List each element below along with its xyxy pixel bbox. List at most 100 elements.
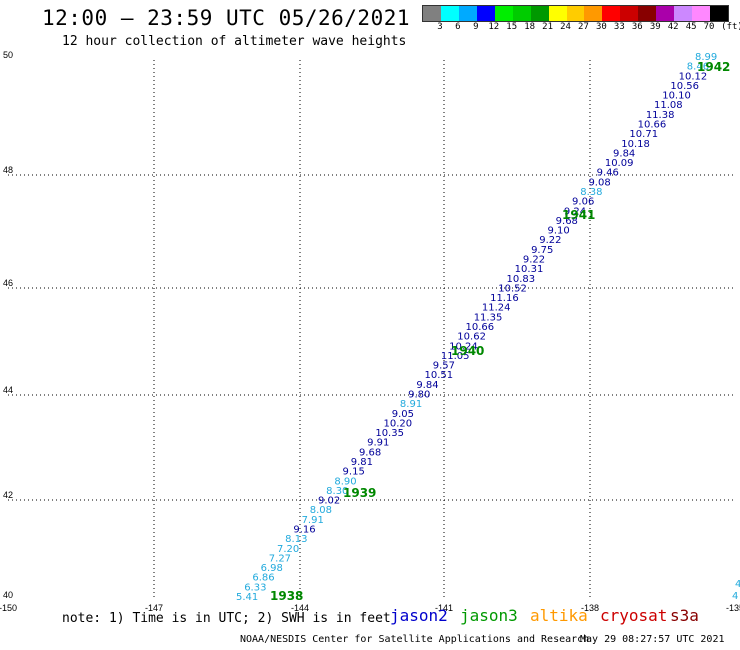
wave-height-label: 5.41 (236, 592, 258, 603)
legend-tick-label: 6 (455, 22, 461, 32)
legend-tick-label: 39 (649, 22, 661, 32)
wave-height-label: 9.24 (564, 206, 586, 217)
edge-wave-label: 4 (732, 591, 738, 602)
legend-swatch (458, 6, 477, 21)
legend-tick-label: 21 (542, 22, 553, 32)
footer-note: note: 1) Time is in UTC; 2) SWH is in fe… (62, 611, 391, 626)
legend-tick-label: 3 (437, 22, 443, 32)
wave-height-label: 9.16 (293, 525, 315, 536)
wave-height-label: 11.24 (482, 303, 511, 314)
legend-tick-label: 18 (524, 22, 536, 32)
wave-height-label: 9.75 (531, 245, 553, 256)
wave-height-label: 11.08 (654, 100, 683, 111)
pass-number-label: 1939 (343, 486, 376, 500)
pass-number-label: 1938 (270, 589, 303, 603)
wave-height-label: 9.80 (408, 390, 430, 401)
x-axis-tick-label: -144 (291, 603, 309, 613)
satellite-legend-item: jason2 (390, 606, 448, 625)
wave-height-label: 8.38 (580, 187, 602, 198)
legend-unit: (ft) (721, 22, 740, 32)
y-axis-tick-label: 42 (3, 490, 13, 500)
legend-swatch (423, 6, 441, 21)
wave-height-label: 9.06 (572, 197, 594, 208)
y-axis-tick-label: 50 (3, 50, 13, 60)
legend-swatch (548, 6, 567, 21)
wave-height-label: 10.62 (457, 332, 486, 343)
wave-height-label: 9.81 (351, 457, 373, 468)
x-axis-tick-label: -141 (435, 603, 453, 613)
color-scale-legend (422, 5, 729, 22)
satellite-legend-item: jason3 (460, 606, 518, 625)
wave-height-label: 9.46 (597, 168, 619, 179)
wave-height-label: 9.05 (392, 409, 414, 420)
legend-swatch (494, 6, 513, 21)
y-axis-tick-label: 48 (3, 165, 13, 175)
y-axis-tick-label: 44 (3, 385, 13, 395)
legend-tick-label: 24 (560, 22, 571, 32)
x-axis-tick-label: -135 (726, 603, 740, 613)
wave-height-label: 10.18 (621, 139, 650, 150)
legend-swatch (566, 6, 585, 21)
wave-height-label: 10.83 (506, 274, 535, 285)
wave-height-label: 8.99 (695, 52, 717, 63)
satellite-legend-item: altika (530, 606, 588, 625)
wave-height-label: 9.15 (343, 467, 365, 478)
wave-height-label: 9.08 (588, 177, 610, 188)
pass-number-label: 1941 (562, 208, 595, 222)
wave-height-label: 11.16 (490, 293, 519, 304)
wave-height-label: 10.31 (515, 264, 544, 275)
legend-swatch (692, 6, 710, 21)
wave-height-label: 9.22 (539, 235, 561, 246)
satellite-legend-item: s3a (670, 606, 699, 625)
legend-swatch (476, 6, 495, 21)
legend-tick-label: 15 (506, 22, 518, 32)
legend-swatch (602, 6, 621, 21)
legend-tick-label: 33 (613, 22, 625, 32)
wave-height-label: 6.86 (252, 573, 274, 584)
x-axis-tick-label: -138 (581, 603, 599, 613)
legend-tick-label: 30 (595, 22, 607, 32)
wave-height-label: 10.35 (375, 428, 404, 439)
wave-height-label: 10.66 (466, 322, 495, 333)
wave-height-label: 8.13 (285, 534, 307, 545)
legend-tick-label: 12 (488, 22, 500, 32)
legend-tick-label: 45 (685, 22, 697, 32)
satellite-legend-item: cryosat (600, 606, 668, 625)
legend-tick-label: 70 (703, 22, 715, 32)
wave-height-label: 10.20 (384, 418, 413, 429)
wave-height-label: 7.20 (277, 544, 299, 555)
legend-swatch (656, 6, 675, 21)
wave-height-label: 11.38 (646, 110, 675, 121)
pass-number-label: 1940 (451, 344, 484, 358)
edge-wave-label: 4 (735, 579, 740, 590)
legend-swatch (710, 6, 728, 21)
map-subtitle: 12 hour collection of altimeter wave hei… (62, 34, 407, 49)
wave-height-label: 10.71 (629, 129, 658, 140)
legend-tick-label: 9 (473, 22, 479, 32)
legend-tick-label: 27 (578, 22, 589, 32)
wave-height-label: 9.57 (433, 361, 455, 372)
legend-swatch (440, 6, 459, 21)
y-axis-tick-label: 40 (3, 590, 13, 600)
wave-height-label: 9.22 (523, 255, 545, 266)
wave-height-label: 8.90 (334, 476, 356, 487)
legend-tick-label: 42 (667, 22, 679, 32)
legend-swatch (584, 6, 603, 21)
footer-timestamp: May 29 08:27:57 UTC 2021 (580, 634, 725, 645)
legend-swatch (638, 6, 657, 21)
x-axis-tick-label: -147 (145, 603, 163, 613)
wave-height-label: 9.68 (556, 216, 578, 227)
wave-height-label: 10.51 (425, 370, 454, 381)
wave-height-label: 9.84 (613, 148, 635, 159)
wave-height-label: 9.84 (416, 380, 438, 391)
legend-swatch (512, 6, 531, 21)
legend-swatch (530, 6, 549, 21)
wave-height-label: 11.05 (441, 351, 470, 362)
wave-height-label: 6.33 (244, 582, 266, 593)
map-title: 12:00 — 23:59 UTC 05/26/2021 (42, 6, 411, 30)
wave-height-label: 11.35 (474, 312, 503, 323)
footer-credit: NOAA/NESDIS Center for Satellite Applica… (240, 634, 590, 645)
wave-height-label: 10.52 (498, 283, 527, 294)
wave-height-label: 10.24 (449, 341, 478, 352)
